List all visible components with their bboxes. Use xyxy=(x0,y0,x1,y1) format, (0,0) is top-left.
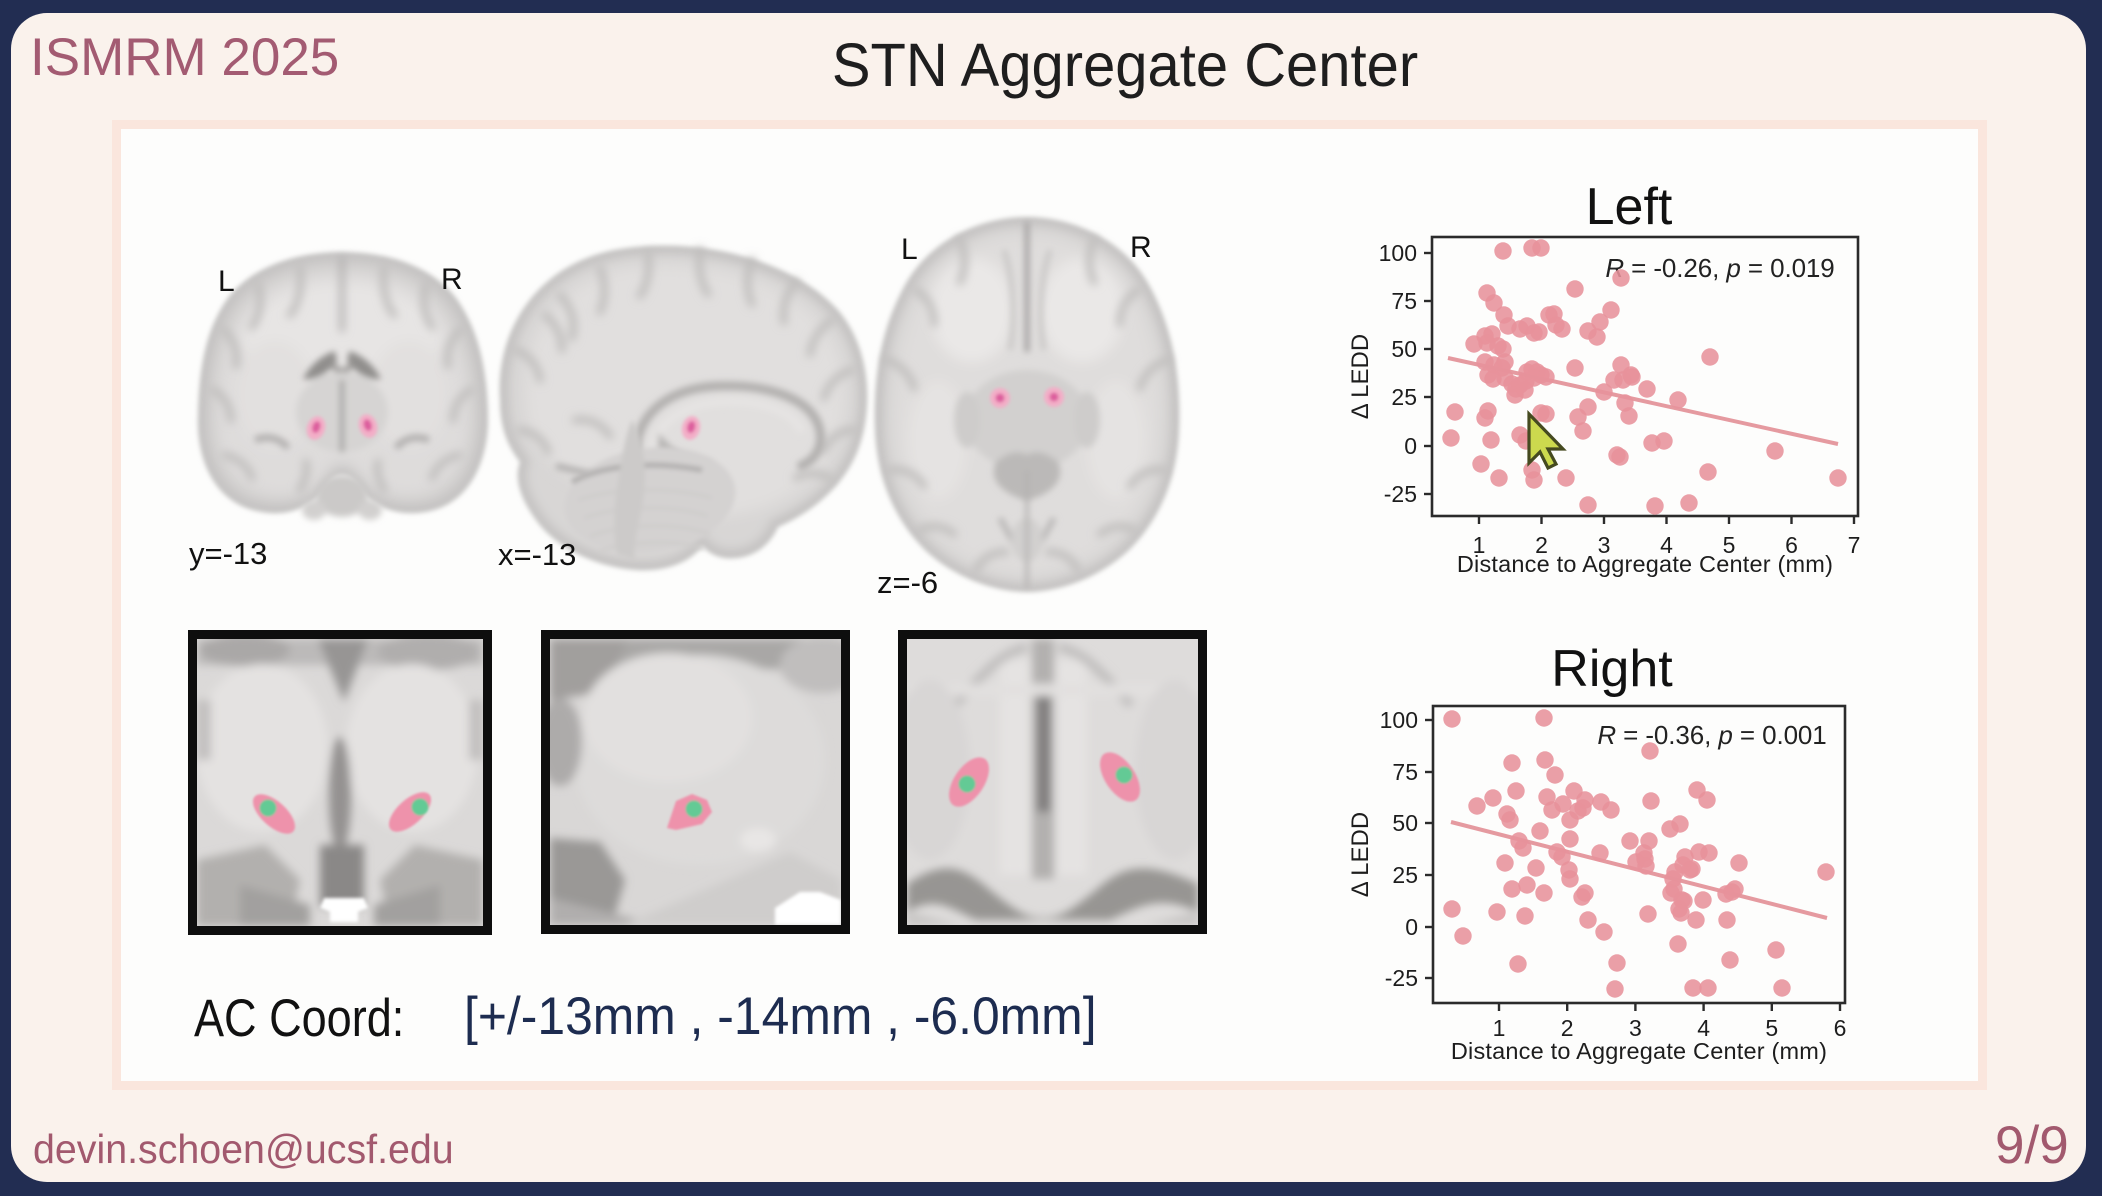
svg-text:1: 1 xyxy=(1473,532,1486,558)
svg-text:2: 2 xyxy=(1561,1015,1574,1041)
svg-text:25: 25 xyxy=(1391,384,1417,410)
svg-text:R: R xyxy=(1130,231,1152,264)
svg-text:Distance to Aggregate Center (: Distance to Aggregate Center (mm) xyxy=(1457,551,1833,577)
svg-text:-25: -25 xyxy=(1384,481,1417,507)
svg-text:z=-6: z=-6 xyxy=(877,565,938,600)
svg-text:-25: -25 xyxy=(1385,965,1418,991)
svg-text:7: 7 xyxy=(1848,532,1861,558)
svg-text:6: 6 xyxy=(1834,1015,1847,1041)
svg-text:y=-13: y=-13 xyxy=(189,536,267,571)
svg-text:0: 0 xyxy=(1405,914,1418,940)
svg-text:Δ LEDD: Δ LEDD xyxy=(1347,334,1374,419)
svg-text:Left: Left xyxy=(1586,178,1673,236)
svg-text:2: 2 xyxy=(1535,532,1548,558)
svg-text:50: 50 xyxy=(1391,336,1417,362)
svg-text:L: L xyxy=(901,233,918,266)
svg-text:0: 0 xyxy=(1404,433,1417,459)
svg-text:1: 1 xyxy=(1493,1015,1506,1041)
svg-text:100: 100 xyxy=(1380,707,1418,733)
svg-text:75: 75 xyxy=(1392,759,1418,785)
svg-text:x=-13: x=-13 xyxy=(498,537,576,572)
svg-text:100: 100 xyxy=(1379,240,1417,266)
svg-text:R: R xyxy=(441,263,463,296)
svg-text:4: 4 xyxy=(1660,532,1673,558)
svg-text:Δ LEDD: Δ LEDD xyxy=(1347,812,1374,897)
svg-text:25: 25 xyxy=(1392,862,1418,888)
svg-text:L: L xyxy=(218,265,235,298)
svg-text:6: 6 xyxy=(1785,532,1798,558)
svg-text:Distance to Aggregate Center (: Distance to Aggregate Center (mm) xyxy=(1451,1038,1827,1064)
svg-text:R = -0.26, p = 0.019: R = -0.26, p = 0.019 xyxy=(1605,253,1834,283)
svg-text:50: 50 xyxy=(1392,810,1418,836)
svg-text:4: 4 xyxy=(1697,1015,1710,1041)
svg-text:3: 3 xyxy=(1629,1015,1642,1041)
svg-text:75: 75 xyxy=(1391,288,1417,314)
svg-text:5: 5 xyxy=(1765,1015,1778,1041)
svg-text:Right: Right xyxy=(1551,640,1673,698)
svg-text:R = -0.36, p = 0.001: R = -0.36, p = 0.001 xyxy=(1597,720,1826,750)
svg-text:3: 3 xyxy=(1598,532,1611,558)
svg-text:5: 5 xyxy=(1723,532,1736,558)
